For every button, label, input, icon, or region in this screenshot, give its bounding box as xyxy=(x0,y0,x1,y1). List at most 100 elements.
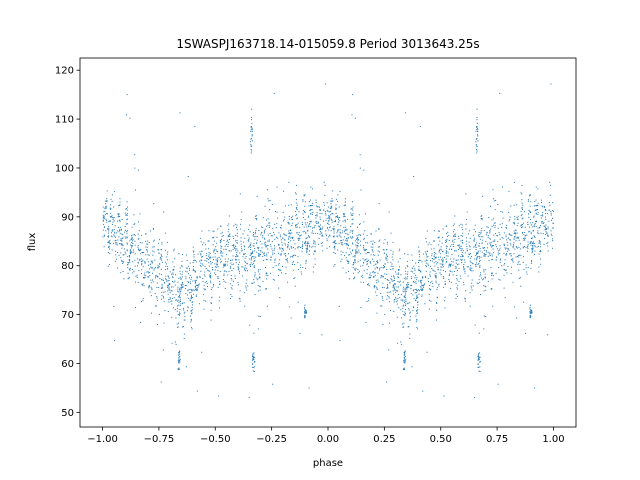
data-point xyxy=(339,231,341,233)
data-point xyxy=(446,238,448,240)
data-point xyxy=(360,189,362,191)
data-point xyxy=(475,141,477,143)
data-point xyxy=(335,208,337,210)
data-point xyxy=(532,248,534,250)
data-point xyxy=(366,264,368,266)
data-point xyxy=(401,299,403,301)
data-point xyxy=(217,251,219,253)
data-point xyxy=(146,249,148,251)
data-point xyxy=(253,232,255,234)
data-point xyxy=(365,242,367,244)
data-point xyxy=(552,210,554,212)
data-point xyxy=(171,276,173,278)
data-point xyxy=(304,315,306,317)
data-point xyxy=(485,286,487,288)
data-point xyxy=(267,240,269,242)
data-point xyxy=(476,252,478,254)
data-point xyxy=(330,207,332,209)
data-point xyxy=(129,252,131,254)
y-tick-label: 120 xyxy=(55,66,74,77)
data-point xyxy=(312,232,314,234)
data-point xyxy=(477,250,479,252)
data-point xyxy=(304,218,306,220)
data-point xyxy=(335,212,337,214)
data-point xyxy=(299,237,301,239)
data-point xyxy=(108,247,110,249)
data-point xyxy=(189,300,191,302)
data-point xyxy=(473,228,475,230)
data-point xyxy=(438,285,440,287)
data-point xyxy=(108,221,110,223)
data-point xyxy=(548,209,550,211)
data-point xyxy=(219,296,221,298)
data-point xyxy=(308,236,310,238)
data-point xyxy=(272,383,274,385)
data-point xyxy=(305,244,307,246)
data-point xyxy=(393,279,395,281)
data-point xyxy=(296,224,298,226)
data-point xyxy=(235,254,237,256)
data-point xyxy=(253,275,255,277)
data-point xyxy=(522,217,524,219)
data-point xyxy=(415,300,417,302)
data-point xyxy=(494,222,496,224)
data-point xyxy=(326,240,328,242)
data-point xyxy=(475,130,477,132)
data-point xyxy=(112,221,114,223)
data-point xyxy=(291,225,293,227)
data-point xyxy=(552,247,554,249)
data-point xyxy=(450,270,452,272)
data-point xyxy=(516,317,518,319)
data-point xyxy=(444,281,446,283)
data-point xyxy=(273,252,275,254)
data-point xyxy=(480,217,482,219)
data-point xyxy=(534,224,536,226)
data-point xyxy=(303,308,305,310)
data-point xyxy=(297,234,299,236)
data-point xyxy=(397,293,399,295)
data-point xyxy=(427,256,429,258)
data-point xyxy=(243,241,245,243)
data-point xyxy=(428,264,430,266)
data-point xyxy=(514,235,516,237)
data-point xyxy=(509,242,511,244)
data-point xyxy=(203,308,205,310)
data-point xyxy=(508,249,510,251)
data-point xyxy=(547,235,549,237)
data-point xyxy=(254,231,256,233)
data-point xyxy=(229,267,231,269)
data-point xyxy=(204,260,206,262)
data-point xyxy=(445,258,447,260)
data-point xyxy=(434,256,436,258)
data-point xyxy=(254,233,256,235)
data-point xyxy=(473,246,475,248)
data-point xyxy=(441,266,443,268)
data-point xyxy=(303,210,305,212)
data-point xyxy=(130,267,132,269)
data-point xyxy=(481,228,483,230)
data-point xyxy=(305,312,307,314)
data-point xyxy=(288,238,290,240)
data-point xyxy=(251,128,253,130)
data-point xyxy=(427,250,429,252)
data-point xyxy=(526,250,528,252)
data-point xyxy=(137,169,139,171)
data-point xyxy=(527,247,529,249)
data-point xyxy=(299,235,301,237)
data-point xyxy=(109,207,111,209)
data-point xyxy=(518,254,520,256)
data-point xyxy=(240,219,242,221)
data-point xyxy=(491,225,493,227)
data-point xyxy=(340,236,342,238)
data-point xyxy=(301,246,303,248)
data-point xyxy=(118,243,120,245)
data-point xyxy=(330,214,332,216)
data-point xyxy=(113,216,115,218)
data-point xyxy=(471,289,473,291)
data-point xyxy=(286,260,288,262)
data-point xyxy=(239,261,241,263)
data-point xyxy=(308,387,310,389)
data-point xyxy=(179,278,181,280)
data-point xyxy=(400,274,402,276)
data-point xyxy=(108,241,110,243)
